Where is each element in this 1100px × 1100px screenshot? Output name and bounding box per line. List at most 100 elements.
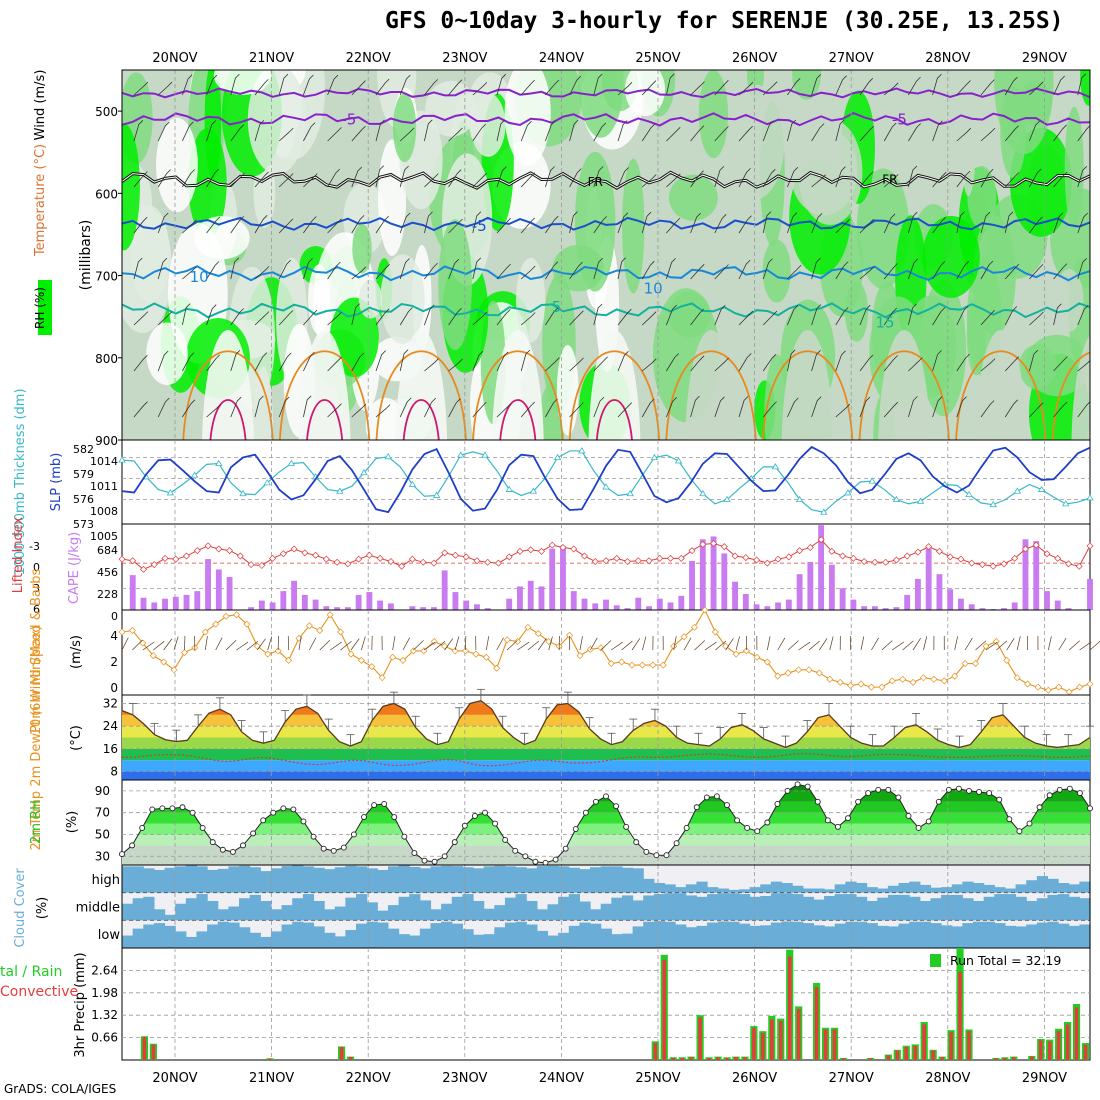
cape-bar <box>979 608 986 610</box>
wind-barb <box>1004 211 1014 234</box>
rh-marker <box>945 786 952 793</box>
slp-tick-label: 1011 <box>90 480 118 493</box>
cape-bar <box>1054 600 1061 610</box>
wind-speed-marker <box>149 652 157 660</box>
wind-barb <box>327 356 342 372</box>
wind-barb <box>1077 73 1087 96</box>
thickness-marker <box>1086 494 1094 501</box>
wind-barb <box>496 309 511 326</box>
wind-barb <box>908 303 917 326</box>
date-label-top: 29NOV <box>1022 51 1067 66</box>
rh-marker <box>764 819 771 826</box>
wind-barb <box>520 401 535 418</box>
cape-bar <box>914 578 921 610</box>
wind-barb <box>1004 399 1019 418</box>
cloud-cell <box>558 896 570 921</box>
lifted-index-marker <box>774 555 782 563</box>
lifted-index-marker <box>494 559 502 567</box>
wind-barb <box>157 397 170 418</box>
wind-barb <box>932 120 943 142</box>
lifted-index-marker <box>742 554 750 562</box>
rh-marker <box>492 820 499 827</box>
thickness-marker <box>844 489 852 496</box>
lifted-index-marker <box>580 552 588 560</box>
wind-speed-marker <box>680 633 688 641</box>
cloud-cell <box>1079 924 1091 948</box>
wind-barb <box>641 260 655 280</box>
precip-conv-bar <box>662 959 667 1060</box>
wind-barb <box>472 311 488 326</box>
cloud-cell <box>855 921 868 948</box>
wind-barb <box>1053 124 1067 142</box>
wind-barb <box>1004 306 1018 326</box>
wind-barb <box>496 166 507 188</box>
wind-barb <box>1053 303 1062 326</box>
cape-bar <box>947 589 954 610</box>
wind-barb <box>666 127 681 142</box>
wind-speed-marker <box>628 661 636 669</box>
wind-barb <box>472 172 487 188</box>
wind-speed-marker <box>618 658 626 666</box>
cape-bar <box>474 604 480 610</box>
wind-barb <box>932 307 946 326</box>
cloud-cell <box>260 936 272 948</box>
rh-band <box>122 845 1090 865</box>
cloud-cell <box>1026 900 1038 921</box>
rh-blob <box>922 215 980 298</box>
cape-bar <box>1065 608 1072 610</box>
cape-bar <box>1001 608 1007 610</box>
lifted-index-marker <box>935 547 943 555</box>
wind-barb <box>327 168 340 188</box>
cloud-cell <box>281 866 293 893</box>
wind-barb <box>206 404 221 418</box>
wind-barb <box>254 352 268 372</box>
wind-barb <box>859 78 874 96</box>
wind-barb <box>738 125 753 142</box>
wind-barb <box>569 310 584 326</box>
wind-barb <box>617 212 629 234</box>
cloud-cell <box>675 887 687 893</box>
rh-marker <box>250 830 257 837</box>
precip-conv-bar <box>841 1058 846 1060</box>
precip-conv-bar <box>671 1057 676 1060</box>
rh-blob <box>204 70 222 179</box>
cape-bar <box>570 591 577 610</box>
cloud-cell <box>941 925 953 948</box>
rh-marker <box>461 822 468 829</box>
cloud-cell <box>377 869 389 893</box>
wind-barb <box>157 350 169 372</box>
cloud-cell <box>792 894 804 921</box>
cloud-cell <box>1068 925 1080 948</box>
wind-barb <box>738 215 752 234</box>
cloud-cell <box>494 927 506 948</box>
date-label-top: 23NOV <box>442 51 487 66</box>
cloud-cell <box>632 926 644 948</box>
wind-barb-10m <box>236 641 249 651</box>
date-label-bottom: 21NOV <box>249 1071 294 1086</box>
cloud-cell <box>834 923 846 948</box>
cloud-cell <box>866 900 878 921</box>
cloud-cell <box>281 924 293 948</box>
cloud-cell <box>483 866 495 893</box>
cloud-cell <box>122 903 134 921</box>
cloud-cell <box>1068 896 1080 921</box>
rh-blob <box>352 223 372 274</box>
thickness-marker <box>553 453 562 461</box>
cloud-cell <box>515 867 527 893</box>
rh-marker <box>270 809 277 816</box>
wind-barb <box>811 213 823 234</box>
wind-barb <box>182 74 193 96</box>
wind-barb <box>908 76 921 96</box>
wind-barb <box>545 261 559 280</box>
wind-barb <box>254 171 269 188</box>
wind-barb <box>883 263 898 280</box>
lifted-index-marker <box>871 558 879 566</box>
cloud-cell <box>387 866 400 893</box>
lifted-index-marker <box>849 554 857 562</box>
wind-barb <box>448 258 460 280</box>
thickness-marker <box>650 453 659 461</box>
lifted-index-marker <box>226 547 234 555</box>
wind-barb <box>835 75 847 96</box>
wind-barb <box>617 308 632 326</box>
wind-barb <box>157 121 170 142</box>
